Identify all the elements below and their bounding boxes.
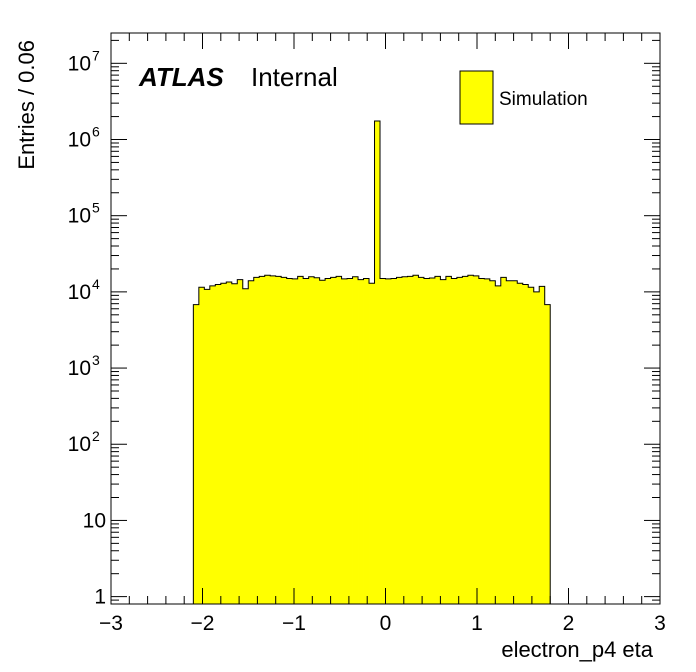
histogram-bin bbox=[429, 278, 436, 604]
histogram-bin bbox=[231, 283, 238, 604]
histogram-bin bbox=[215, 284, 222, 604]
histogram-bin bbox=[407, 276, 414, 604]
histogram-bin bbox=[369, 283, 375, 604]
atlas-label: ATLAS bbox=[138, 62, 224, 92]
x-tick-label: −1 bbox=[282, 612, 306, 635]
histogram-bin bbox=[303, 278, 310, 604]
histogram-bin bbox=[500, 277, 507, 604]
histogram-outline bbox=[192, 120, 551, 604]
histogram-bin bbox=[319, 280, 326, 604]
x-tick-label: −3 bbox=[99, 612, 123, 635]
histogram-bin bbox=[380, 278, 386, 604]
histogram-bin bbox=[434, 276, 441, 604]
histogram-bin bbox=[204, 289, 211, 604]
histogram-bin bbox=[396, 277, 403, 604]
histogram-bin bbox=[511, 280, 518, 604]
y-tick-exponent: 4 bbox=[92, 276, 100, 292]
histogram-bin bbox=[423, 278, 430, 604]
histogram-bin bbox=[248, 280, 255, 604]
y-tick-exponent: 2 bbox=[92, 428, 100, 444]
x-axis-title: electron_p4 eta bbox=[501, 637, 653, 662]
histogram-bin bbox=[478, 278, 485, 604]
histogram-bin bbox=[237, 279, 244, 604]
histogram-bin bbox=[385, 278, 392, 604]
y-tick-exponent: 3 bbox=[92, 352, 100, 368]
histogram-bin bbox=[390, 278, 397, 604]
axis-ticks bbox=[110, 33, 661, 604]
histogram-bin bbox=[363, 278, 370, 604]
histogram-bin bbox=[253, 277, 260, 604]
histogram-bin bbox=[308, 276, 315, 604]
x-tick-label: 3 bbox=[654, 612, 666, 635]
histogram-bin bbox=[336, 276, 342, 604]
histogram-bin bbox=[325, 278, 331, 604]
histogram-bin bbox=[533, 291, 540, 604]
y-tick-label: 10 bbox=[68, 357, 91, 380]
histogram-bin bbox=[352, 276, 359, 604]
histogram-bin bbox=[193, 304, 200, 604]
internal-label: Internal bbox=[251, 62, 338, 92]
histogram-bin bbox=[451, 278, 458, 604]
histogram-bin bbox=[473, 275, 480, 604]
histogram-bin bbox=[209, 285, 216, 604]
y-tick-label: 10 bbox=[68, 205, 91, 228]
y-tick-label: 10 bbox=[68, 281, 91, 304]
y-tick-label: 10 bbox=[68, 129, 91, 152]
legend-entry: Simulation bbox=[499, 89, 588, 110]
histogram-bin bbox=[275, 276, 282, 604]
y-tick-exponent: 7 bbox=[92, 47, 100, 63]
legend: Simulation bbox=[459, 70, 588, 125]
x-tick-label: −2 bbox=[191, 612, 215, 635]
histogram-bin bbox=[297, 276, 304, 604]
x-tick-label: 2 bbox=[563, 612, 575, 635]
histogram-bin bbox=[517, 283, 524, 604]
y-tick-label: 1 bbox=[94, 586, 106, 609]
y-tick-exponent: 6 bbox=[92, 124, 100, 140]
histogram-bin bbox=[440, 279, 447, 604]
histogram-bin bbox=[347, 278, 353, 604]
histogram-bin bbox=[484, 278, 491, 604]
histogram-bin bbox=[314, 277, 321, 604]
y-tick-label: 10 bbox=[68, 433, 91, 456]
histogram-bin bbox=[264, 275, 271, 604]
histogram-bin bbox=[462, 276, 469, 604]
histogram-bin bbox=[270, 275, 277, 604]
y-tick-label: 10 bbox=[83, 509, 106, 532]
histogram-bin bbox=[358, 279, 364, 604]
histogram-bin bbox=[292, 278, 299, 604]
histogram-bin bbox=[528, 287, 535, 604]
y-tick-exponent: 5 bbox=[92, 200, 100, 216]
histogram-bin bbox=[467, 275, 474, 604]
histogram-bin bbox=[374, 120, 381, 605]
histogram-bin bbox=[456, 277, 463, 604]
histogram-bin bbox=[506, 280, 513, 604]
x-tick-label: 1 bbox=[471, 612, 483, 635]
histogram-bin bbox=[198, 287, 205, 604]
histogram-bin bbox=[330, 277, 337, 604]
histogram-bars bbox=[192, 120, 551, 605]
histogram-bin bbox=[286, 278, 293, 604]
histogram-bin bbox=[489, 280, 496, 604]
histogram-bin bbox=[341, 278, 348, 604]
histogram-bin bbox=[522, 284, 529, 604]
histogram-bin bbox=[412, 275, 419, 604]
histogram-bin bbox=[539, 286, 546, 604]
histogram-bin bbox=[418, 277, 425, 604]
histogram-bin bbox=[495, 285, 502, 604]
histogram-bin bbox=[242, 288, 249, 604]
legend-swatch bbox=[459, 70, 494, 125]
histogram-bin bbox=[401, 276, 408, 604]
histogram-bin bbox=[259, 276, 266, 604]
y-tick-label: 10 bbox=[68, 52, 91, 75]
histogram-bin bbox=[445, 276, 452, 604]
y-axis-title: Entries / 0.06 bbox=[14, 40, 39, 170]
x-tick-label: 0 bbox=[380, 612, 392, 635]
histogram-bin bbox=[226, 281, 233, 604]
histogram-bin bbox=[544, 304, 551, 604]
histogram-bin bbox=[220, 283, 227, 604]
histogram-bin bbox=[281, 277, 288, 604]
